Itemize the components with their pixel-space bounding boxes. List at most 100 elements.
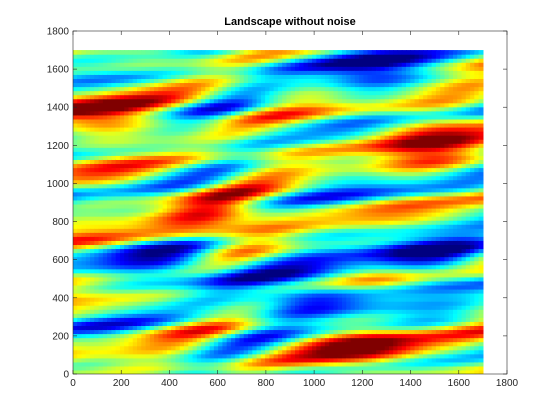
heatmap-cell xyxy=(158,131,164,136)
heatmap-cell xyxy=(307,98,313,104)
heatmap-cell xyxy=(102,349,108,355)
heatmap-cell xyxy=(128,240,134,246)
heatmap-cell xyxy=(73,248,78,254)
heatmap-cell xyxy=(324,171,330,177)
heatmap-cell xyxy=(235,143,241,148)
heatmap-cell xyxy=(141,288,147,294)
heatmap-cell xyxy=(277,232,283,237)
heatmap-cell xyxy=(98,155,104,160)
heatmap-cell xyxy=(166,288,172,294)
heatmap-cell xyxy=(85,207,91,213)
heatmap-cell xyxy=(175,309,181,314)
heatmap-cell xyxy=(205,260,211,266)
heatmap-cell xyxy=(222,216,228,221)
heatmap-cell xyxy=(312,167,317,173)
heatmap-cell xyxy=(166,126,172,132)
heatmap-cell xyxy=(94,232,100,237)
heatmap-cell xyxy=(119,199,125,205)
heatmap-cell xyxy=(269,301,275,306)
heatmap-cell xyxy=(248,341,253,347)
heatmap-cell xyxy=(192,187,198,193)
heatmap-cell xyxy=(282,353,288,359)
heatmap-cell xyxy=(85,264,91,270)
heatmap-cell xyxy=(73,122,78,128)
heatmap-cell xyxy=(124,62,130,67)
heatmap-cell xyxy=(188,293,194,298)
heatmap-cell xyxy=(102,333,108,339)
heatmap-cell xyxy=(316,288,322,294)
heatmap-cell xyxy=(175,139,181,144)
heatmap-cell xyxy=(209,321,215,327)
heatmap-cell xyxy=(175,288,181,294)
heatmap-cell xyxy=(213,74,219,79)
heatmap-cell xyxy=(184,321,189,327)
heatmap-cell xyxy=(141,86,147,92)
heatmap-cell xyxy=(252,207,258,213)
heatmap-cell xyxy=(73,191,78,197)
heatmap-cell xyxy=(230,313,236,318)
heatmap-cell xyxy=(329,195,335,201)
heatmap-cell xyxy=(213,244,219,250)
heatmap-cell xyxy=(81,58,87,63)
heatmap-cell xyxy=(329,337,335,343)
heatmap-cell xyxy=(307,256,313,262)
heatmap-cell xyxy=(149,147,155,152)
heatmap-cell xyxy=(243,228,249,233)
heatmap-cell xyxy=(141,361,147,367)
heatmap-cell xyxy=(119,369,125,374)
heatmap-cell xyxy=(226,126,232,132)
heatmap-cell xyxy=(260,268,266,274)
heatmap-cell xyxy=(256,349,262,355)
heatmap-cell xyxy=(226,369,232,374)
heatmap-cell xyxy=(248,353,253,359)
heatmap-cell xyxy=(333,272,339,278)
heatmap-cell xyxy=(201,280,206,286)
heatmap-cell xyxy=(149,74,155,79)
heatmap-cell xyxy=(132,321,138,327)
heatmap-cell xyxy=(201,256,206,262)
heatmap-cell xyxy=(333,183,339,189)
heatmap-cell xyxy=(94,203,100,209)
heatmap-cell xyxy=(124,139,130,144)
heatmap-cell xyxy=(94,236,100,241)
heatmap-cell xyxy=(277,224,283,229)
heatmap-cell xyxy=(188,349,194,355)
heatmap-cell xyxy=(175,276,181,282)
heatmap-cell xyxy=(213,131,219,136)
heatmap-cell xyxy=(282,345,288,351)
heatmap-cell xyxy=(196,325,202,331)
heatmap-cell xyxy=(90,106,95,112)
heatmap-cell xyxy=(94,240,100,246)
heatmap-cell xyxy=(81,90,87,96)
heatmap-cell xyxy=(188,361,194,367)
heatmap-cell xyxy=(184,74,189,79)
heatmap-cell xyxy=(166,228,172,233)
heatmap-cell xyxy=(303,207,309,213)
heatmap-cell xyxy=(179,357,185,363)
heatmap-cell xyxy=(179,321,185,327)
heatmap-cell xyxy=(252,317,258,322)
heatmap-cell xyxy=(166,118,172,124)
heatmap-cell xyxy=(149,272,155,278)
heatmap-cell xyxy=(162,147,168,152)
heatmap-cell xyxy=(316,110,322,116)
heatmap-cell xyxy=(111,183,117,189)
heatmap-cell xyxy=(282,126,288,132)
heatmap-cell xyxy=(119,90,125,96)
heatmap-cell xyxy=(230,252,236,258)
heatmap-cell xyxy=(149,325,155,331)
heatmap-cell xyxy=(235,321,241,327)
heatmap-cell xyxy=(239,155,245,160)
heatmap-cell xyxy=(149,126,155,132)
heatmap-cell xyxy=(243,139,249,144)
heatmap-cell xyxy=(81,70,87,75)
heatmap-cell xyxy=(286,74,292,79)
heatmap-cell xyxy=(192,353,198,359)
heatmap-cell xyxy=(149,175,155,181)
heatmap-cell xyxy=(295,349,300,355)
heatmap-cell xyxy=(239,159,245,165)
heatmap-cell xyxy=(115,179,121,185)
heatmap-cell xyxy=(269,268,275,274)
heatmap-cell xyxy=(290,147,296,152)
heatmap-cell xyxy=(303,187,309,193)
